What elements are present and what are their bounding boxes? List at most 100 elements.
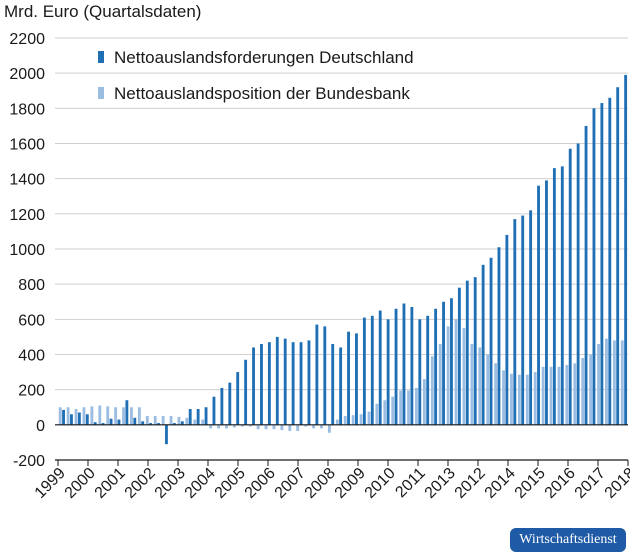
bar-nettoauslandsforderungen — [418, 319, 422, 425]
bar-nettoauslandsforderungen — [70, 414, 73, 425]
bar-nettoauslandsforderungen — [362, 317, 366, 425]
bar-nettoauslandsforderungen — [450, 298, 453, 425]
bar-bundesbank-position — [217, 424, 220, 429]
bar-bundesbank-position — [66, 407, 70, 425]
bar-nettoauslandsforderungen — [165, 424, 168, 445]
bar-nettoauslandsforderungen — [252, 347, 255, 425]
bar-nettoauslandsforderungen — [426, 315, 430, 425]
y-tick-label: -200 — [13, 453, 45, 470]
bar-nettoauslandsforderungen — [196, 409, 200, 425]
bar-nettoauslandsforderungen — [149, 423, 153, 425]
bar-bundesbank-position — [415, 387, 418, 425]
bar-nettoauslandsforderungen — [93, 422, 97, 425]
x-tick-label: 2018 — [602, 465, 630, 502]
bar-bundesbank-position — [375, 403, 379, 425]
bar-bundesbank-position — [288, 424, 292, 431]
bar-bundesbank-position — [320, 424, 323, 429]
x-tick-label: 2000 — [62, 465, 99, 502]
bar-bundesbank-position — [573, 363, 577, 425]
bar-bundesbank-position — [517, 374, 521, 425]
bar-bundesbank-position — [557, 366, 561, 425]
bar-bundesbank-position — [304, 424, 308, 427]
bar-bundesbank-position — [327, 424, 331, 433]
bar-nettoauslandsforderungen — [592, 108, 596, 425]
bar-nettoauslandsforderungen — [489, 257, 493, 425]
y-tick-label: 1600 — [9, 137, 45, 154]
bar-nettoauslandsforderungen — [370, 315, 374, 425]
bar-nettoauslandsforderungen — [552, 168, 556, 425]
bar-nettoauslandsforderungen — [394, 308, 398, 425]
bars — [58, 74, 628, 445]
bar-bundesbank-position — [137, 407, 141, 425]
bar-nettoauslandsforderungen — [323, 326, 327, 425]
bar-bundesbank-position — [525, 374, 529, 425]
x-tick-label: 2001 — [92, 465, 129, 502]
bar-bundesbank-position — [462, 328, 466, 425]
bar-nettoauslandsforderungen — [141, 421, 145, 425]
bar-bundesbank-position — [438, 343, 442, 425]
bar-nettoauslandsforderungen — [62, 409, 65, 425]
y-tick-label: 2200 — [9, 31, 45, 48]
bar-nettoauslandsforderungen — [204, 407, 208, 425]
bar-bundesbank-position — [296, 424, 300, 431]
bar-nettoauslandsforderungen — [180, 421, 184, 425]
bar-nettoauslandsforderungen — [402, 303, 406, 425]
bar-bundesbank-position — [130, 407, 133, 425]
y-tick-label: 600 — [18, 312, 45, 329]
x-tick-label: 2017 — [572, 465, 609, 502]
bar-bundesbank-position — [90, 406, 94, 425]
bar-nettoauslandsforderungen — [576, 143, 580, 425]
bar-bundesbank-position — [201, 419, 205, 425]
bar-nettoauslandsforderungen — [125, 400, 129, 425]
bar-bundesbank-position — [280, 424, 284, 431]
bar-nettoauslandsforderungen — [228, 382, 232, 425]
bar-bundesbank-position — [74, 409, 78, 425]
bar-nettoauslandsforderungen — [545, 180, 548, 425]
x-tick-label: 2013 — [422, 465, 459, 502]
bar-nettoauslandsforderungen — [513, 219, 517, 425]
bar-bundesbank-position — [510, 373, 513, 425]
bar-nettoauslandsforderungen — [481, 264, 485, 425]
bar-bundesbank-position — [122, 407, 125, 425]
bar-nettoauslandsforderungen — [442, 301, 445, 425]
bar-bundesbank-position — [114, 407, 118, 425]
bar-bundesbank-position — [185, 417, 189, 425]
bar-nettoauslandsforderungen — [331, 343, 335, 425]
x-tick-label: 2010 — [362, 465, 399, 502]
bar-nettoauslandsforderungen — [117, 419, 121, 425]
bar-nettoauslandsforderungen — [386, 319, 390, 425]
bar-nettoauslandsforderungen — [267, 342, 271, 425]
y-tick-label: 400 — [18, 348, 45, 365]
bar-nettoauslandsforderungen — [505, 234, 509, 425]
bar-bundesbank-position — [533, 372, 537, 425]
bar-nettoauslandsforderungen — [624, 74, 628, 425]
x-tick-label: 2002 — [122, 465, 159, 502]
legend: Nettoauslandsforderungen Deutschland Nett… — [98, 48, 414, 103]
bar-nettoauslandsforderungen — [339, 347, 343, 425]
x-tick-label: 2003 — [152, 465, 189, 502]
bar-nettoauslandsforderungen — [568, 148, 572, 425]
bar-bundesbank-position — [597, 343, 600, 425]
bar-bundesbank-position — [232, 424, 236, 428]
bar-bundesbank-position — [209, 424, 213, 429]
bar-bundesbank-position — [612, 340, 616, 425]
bar-bundesbank-position — [312, 424, 315, 429]
bar-nettoauslandsforderungen — [616, 87, 620, 425]
bar-bundesbank-position — [240, 424, 244, 427]
bar-bundesbank-position — [335, 419, 339, 425]
bar-nettoauslandsforderungen — [283, 338, 287, 425]
bar-bundesbank-position — [248, 424, 252, 427]
bar-nettoauslandsforderungen — [188, 409, 192, 425]
bar-nettoauslandsforderungen — [172, 423, 176, 425]
bar-nettoauslandsforderungen — [77, 412, 81, 425]
bar-nettoauslandsforderungen — [291, 342, 295, 425]
y-tick-label: 1000 — [9, 242, 45, 259]
bar-bundesbank-position — [454, 319, 458, 425]
y-tick-label: 2000 — [9, 66, 45, 83]
y-tick-labels: -200 0 200 400 600 800 1000 1200 1400 1600 1800 200… — [9, 31, 45, 470]
bar-bundesbank-position — [620, 340, 624, 425]
y-tick-label: 1800 — [9, 101, 45, 118]
bar-bundesbank-position — [225, 424, 228, 429]
bar-bundesbank-position — [422, 379, 426, 425]
